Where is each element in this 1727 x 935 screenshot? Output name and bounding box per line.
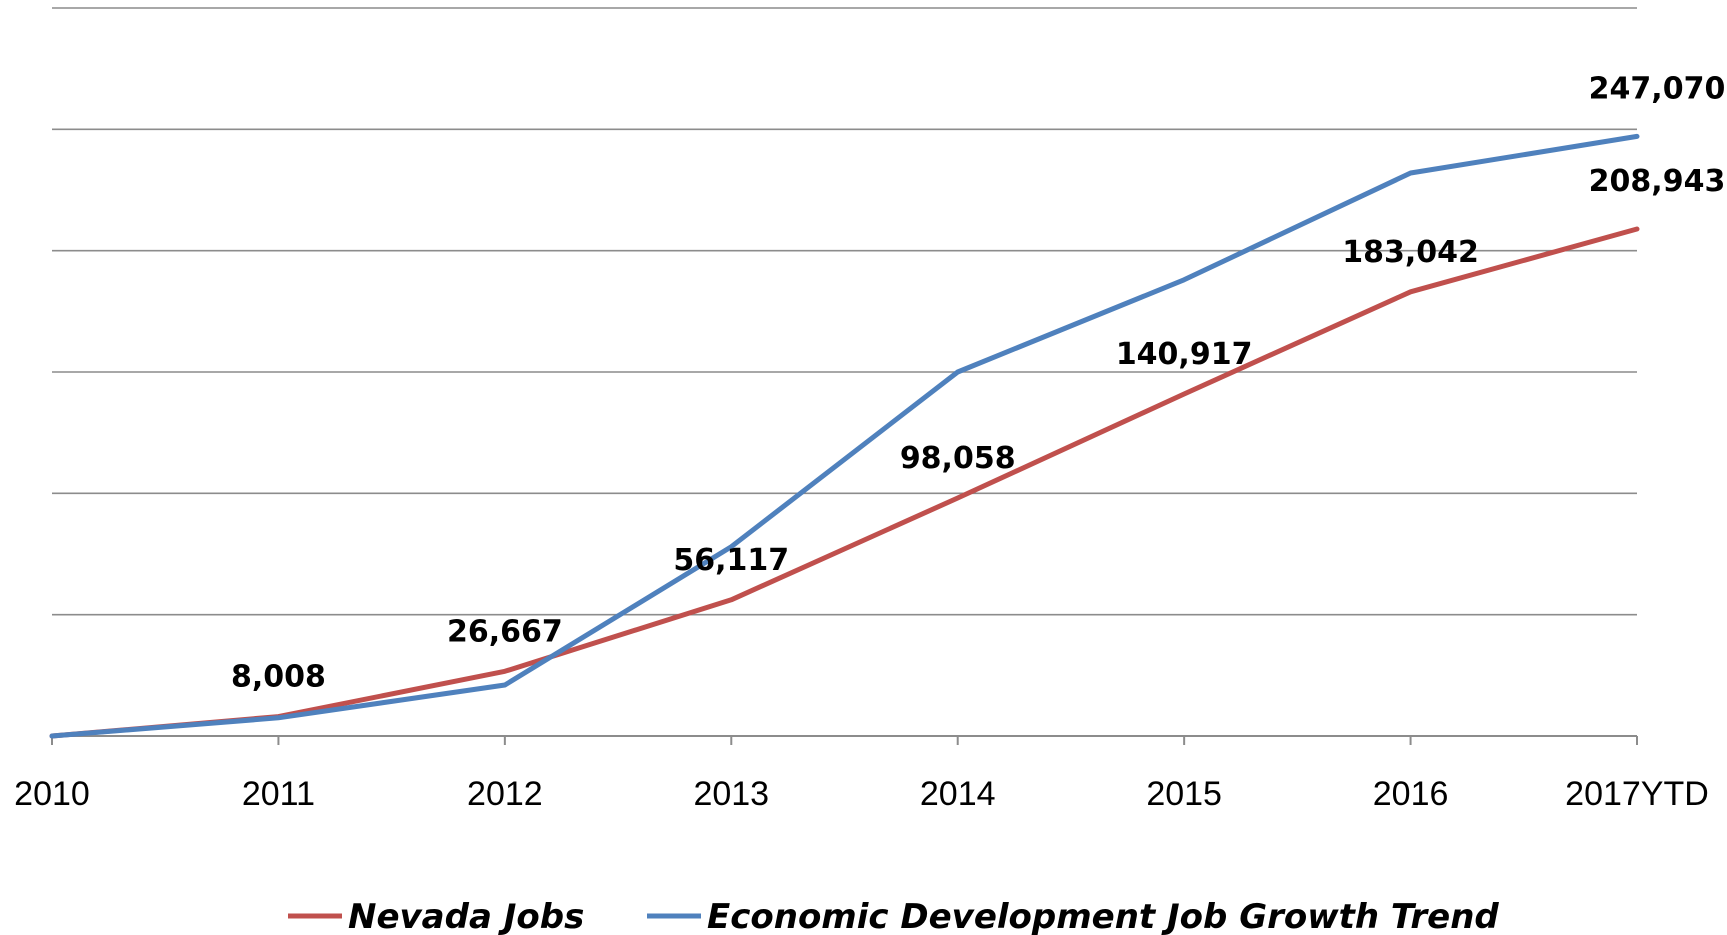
legend-label: Economic Development Job Growth Trend	[707, 897, 1499, 935]
x-axis: 2010 2011 2012 2013 2014 2015 2016 2017YTD	[14, 735, 1709, 813]
legend-label: Nevada Jobs	[348, 897, 584, 935]
series-lines	[49, 133, 1640, 739]
x-tick-label: 2011	[242, 775, 315, 813]
data-labels: 8,008 26,667 56,117 98,058 140,917 183,042 208…	[231, 71, 1725, 694]
series-line-economic-development-trend	[49, 133, 1640, 739]
legend: Nevada Jobs Economic Development Job Grow…	[288, 897, 1499, 935]
data-label: 26,667	[447, 614, 563, 649]
x-tick-label: 2017YTD	[1565, 775, 1709, 813]
x-tick-label: 2016	[1373, 775, 1449, 813]
legend-item: Nevada Jobs	[288, 897, 584, 935]
x-tick-label: 2013	[693, 775, 769, 813]
series-line-nevada-jobs	[49, 226, 1640, 739]
data-label: 140,917	[1116, 337, 1253, 372]
data-label: 183,042	[1342, 235, 1479, 270]
data-label: 98,058	[900, 441, 1016, 476]
data-label: 247,070	[1589, 71, 1726, 106]
x-tick-label: 2014	[920, 775, 996, 813]
x-tick-label: 2010	[14, 775, 90, 813]
x-tick-label: 2015	[1146, 775, 1222, 813]
gridlines	[52, 7, 1637, 616]
x-tick-label: 2012	[467, 775, 543, 813]
data-label: 208,943	[1589, 164, 1726, 199]
legend-item: Economic Development Job Growth Trend	[647, 897, 1499, 935]
data-label: 8,008	[231, 660, 326, 695]
data-label: 56,117	[673, 543, 789, 578]
